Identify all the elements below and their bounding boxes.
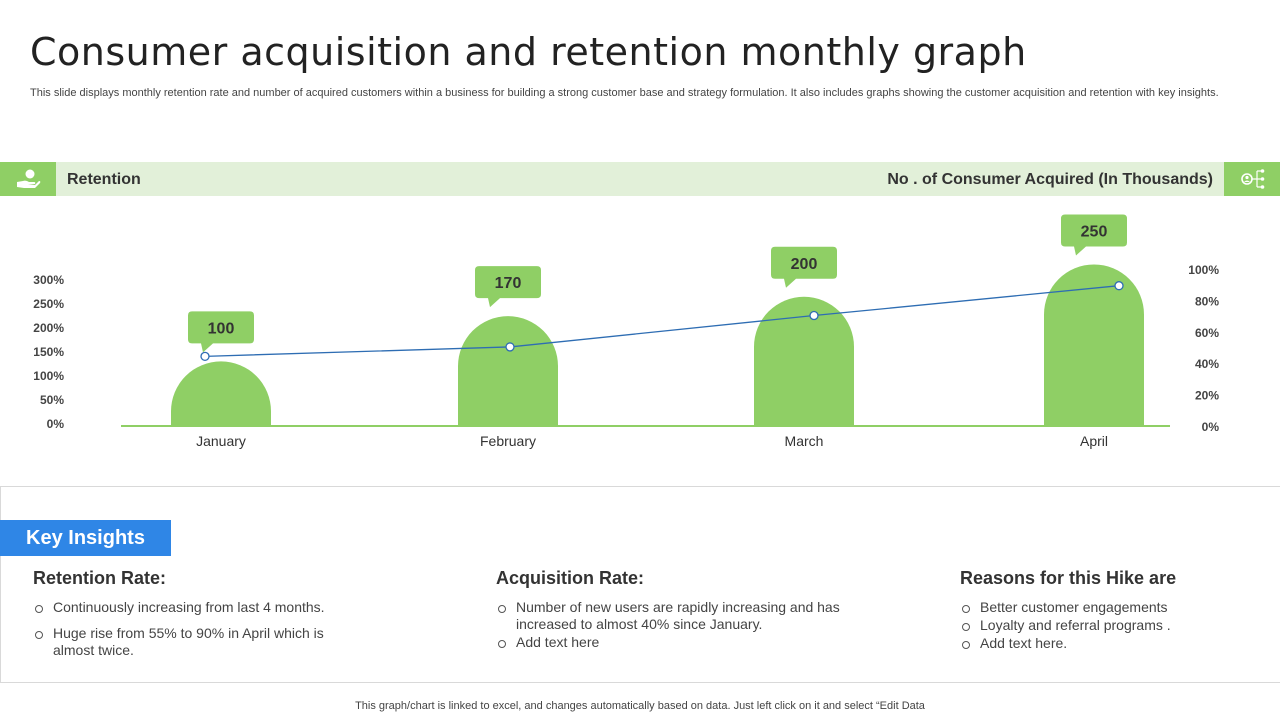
retention-label: Retention xyxy=(67,171,141,188)
insight-item: Loyalty and referral programs . xyxy=(960,617,1220,634)
right-axis-tick: 60% xyxy=(1195,326,1219,340)
category-label: April xyxy=(1080,433,1108,449)
left-axis-tick: 50% xyxy=(40,393,64,407)
right-axis-tick: 40% xyxy=(1195,357,1219,371)
insight-item: Number of new users are rapidly increasi… xyxy=(496,599,841,633)
right-axis-tick: 80% xyxy=(1195,294,1219,308)
retention-line xyxy=(204,285,1120,357)
insights-panel xyxy=(0,486,1280,683)
retention-point-march xyxy=(809,310,819,321)
bar-january xyxy=(171,361,271,426)
data-label: 250 xyxy=(1081,223,1108,240)
page-subtitle: This slide displays monthly retention ra… xyxy=(30,87,1219,99)
consumer-acquired-label: No . of Consumer Acquired (In Thousands) xyxy=(887,171,1213,188)
bar-march xyxy=(754,296,854,426)
data-label-callout xyxy=(475,266,541,308)
right-axis-tick: 20% xyxy=(1195,389,1219,403)
retention-point-january xyxy=(200,351,210,362)
category-label: March xyxy=(785,433,824,449)
insight-item: Add text here xyxy=(496,634,841,651)
left-axis-tick: 100% xyxy=(33,369,64,383)
insight-item: Add text here. xyxy=(960,635,1220,652)
acquisition-retention-chart: 0% 50% 100% 150% 200% 250% 300% 0% 20% 40% 60% 80% 1… xyxy=(33,214,1220,449)
insight-item: Better customer engagements xyxy=(960,599,1220,616)
left-axis-tick: 250% xyxy=(33,297,64,311)
bar-february xyxy=(458,316,558,426)
insight-title: Retention Rate: xyxy=(33,568,167,588)
data-label: 200 xyxy=(791,256,818,273)
insight-title: Reasons for this Hike are xyxy=(960,568,1177,588)
left-axis-tick: 200% xyxy=(33,321,64,335)
right-axis-tick: 100% xyxy=(1188,263,1219,277)
page-title: Consumer acquisition and retention month… xyxy=(30,30,1027,74)
data-label: 170 xyxy=(495,275,522,292)
data-label-callout xyxy=(1061,214,1127,256)
data-label-callout xyxy=(188,311,254,353)
key-insights-header: Key Insights xyxy=(0,520,171,556)
insight-column-reasons: Reasons for this Hike are Better custome… xyxy=(960,568,1220,653)
retention-point-february xyxy=(505,342,515,352)
right-axis-tick: 0% xyxy=(1202,420,1220,434)
data-label: 100 xyxy=(208,320,235,337)
left-axis-tick: 0% xyxy=(47,417,65,431)
network-user-icon xyxy=(1224,162,1280,196)
bar-april xyxy=(1044,264,1144,426)
category-label: February xyxy=(480,433,536,449)
retention-point-april xyxy=(1114,281,1124,291)
insight-column-retention: Retention Rate: Continuously increasing … xyxy=(33,568,363,668)
left-axis-tick: 300% xyxy=(33,273,64,287)
footer-note: This graph/chart is linked to excel, and… xyxy=(355,700,925,712)
chart-header-band: Retention No . of Consumer Acquired (In … xyxy=(0,162,1280,196)
insight-column-acquisition: Acquisition Rate: Number of new users ar… xyxy=(496,568,841,652)
insight-item: Huge rise from 55% to 90% in April which… xyxy=(33,625,363,659)
insight-item: Continuously increasing from last 4 mont… xyxy=(33,599,363,616)
data-label-callout xyxy=(771,246,837,288)
hand-money-icon xyxy=(0,162,56,196)
left-axis-tick: 150% xyxy=(33,345,64,359)
insight-title: Acquisition Rate: xyxy=(496,568,645,588)
category-label: January xyxy=(196,433,246,449)
